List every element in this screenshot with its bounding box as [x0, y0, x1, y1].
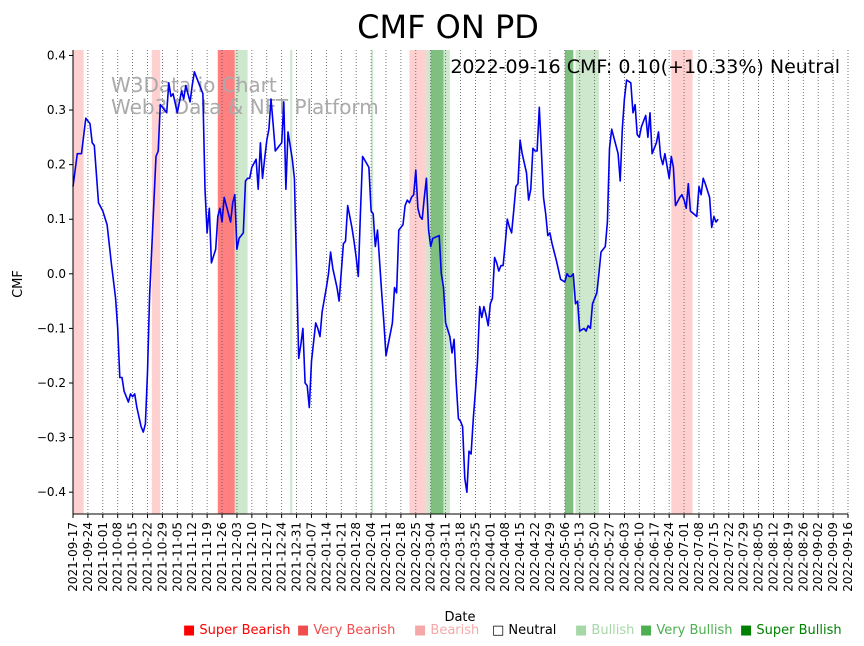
- x-tick-label-34: 2022-05-13: [573, 522, 587, 592]
- band-very-bullish-8: [430, 50, 444, 514]
- legend-item-very-bearish: ■ Very Bearish: [297, 623, 395, 638]
- x-tick-label-21: 2022-02-11: [379, 522, 393, 592]
- band-bullish-4: [290, 50, 293, 514]
- y-tick-label-0: −0.4: [37, 485, 66, 499]
- series-line-cmf: [72, 71, 719, 493]
- x-tick-label-20: 2022-02-04: [364, 522, 378, 592]
- x-tick-label-37: 2022-06-03: [617, 522, 631, 592]
- x-tick-label-33: 2022-05-06: [558, 522, 572, 592]
- x-tick-label-5: 2021-10-22: [141, 522, 155, 592]
- y-ticks: −0.4 −0.3 −0.2 −0.1 0.0 0.1 0.2 0.3 0.4: [37, 48, 73, 499]
- x-tick-label-32: 2022-04-29: [543, 522, 557, 592]
- latest-value-annotation: 2022-09-16 CMF: 0.10(+10.33%) Neutral: [450, 56, 840, 78]
- x-tick-label-50: 2022-09-02: [811, 522, 825, 592]
- y-tick-label-7: 0.3: [47, 103, 66, 117]
- x-tick-label-24: 2022-03-04: [424, 522, 438, 592]
- x-tick-label-9: 2021-11-19: [200, 522, 214, 592]
- band-bullish-11: [575, 50, 599, 514]
- y-tick-label-3: −0.1: [37, 321, 66, 335]
- x-tick-label-19: 2022-01-28: [349, 522, 363, 592]
- y-tick-label-4: 0.0: [47, 267, 66, 281]
- x-tick-label-35: 2022-05-20: [588, 522, 602, 592]
- vertical-gridlines: [72, 50, 849, 514]
- band-bearish-0: [73, 50, 84, 514]
- x-tick-label-42: 2022-07-08: [692, 522, 706, 592]
- x-tick-label-7: 2021-11-05: [170, 522, 184, 592]
- x-tick-label-30: 2022-04-15: [513, 522, 527, 592]
- x-tick-label-28: 2022-04-01: [483, 522, 497, 592]
- x-tick-label-52: 2022-09-16: [841, 522, 855, 592]
- x-tick-label-47: 2022-08-12: [767, 522, 781, 592]
- x-tick-label-8: 2021-11-12: [185, 522, 199, 592]
- x-tick-label-17: 2022-01-14: [319, 522, 333, 592]
- legend: ■ Super Bearish ■ Very Bearish ■ Bearish □ …: [183, 623, 842, 638]
- x-tick-label-22: 2022-02-18: [394, 522, 408, 592]
- legend-item-super-bearish: ■ Super Bearish: [183, 623, 291, 638]
- legend-item-neutral: □ Neutral: [492, 623, 556, 638]
- regime-bands: [73, 50, 693, 514]
- x-tick-label-38: 2022-06-10: [632, 522, 646, 592]
- y-tick-label-6: 0.2: [47, 158, 66, 172]
- chart-title: CMF ON PD: [357, 8, 539, 46]
- y-tick-label-1: −0.3: [37, 431, 66, 445]
- legend-item-bearish: ■ Bearish: [414, 623, 479, 638]
- x-tick-label-36: 2022-05-27: [603, 522, 617, 592]
- watermark-line-2: Web3 Data & NFT Platform: [111, 95, 379, 119]
- x-tick-label-15: 2021-12-31: [290, 522, 304, 592]
- x-tick-label-6: 2021-10-29: [155, 522, 169, 592]
- x-tick-label-45: 2022-07-29: [737, 522, 751, 592]
- band-bullish-3: [234, 50, 248, 514]
- x-tick-label-29: 2022-04-08: [498, 522, 512, 592]
- x-tick-label-26: 2022-03-18: [454, 522, 468, 592]
- x-tick-label-51: 2022-09-09: [826, 522, 840, 592]
- x-tick-label-13: 2021-12-17: [260, 522, 274, 592]
- x-tick-label-44: 2022-07-22: [722, 522, 736, 592]
- y-tick-label-2: −0.2: [37, 376, 66, 390]
- x-tick-label-1: 2021-09-24: [81, 522, 95, 592]
- x-tick-label-39: 2022-06-17: [647, 522, 661, 592]
- x-tick-label-48: 2022-08-19: [781, 522, 795, 592]
- band-bullish-7: [426, 50, 431, 514]
- band-bullish-9: [443, 50, 450, 514]
- legend-item-super-bullish: ■ Super Bullish: [740, 623, 842, 638]
- band-very-bearish-2: [217, 50, 235, 514]
- x-tick-label-16: 2022-01-07: [305, 522, 319, 592]
- band-very-bullish-10: [564, 50, 574, 514]
- y-tick-label-5: 0.1: [47, 212, 66, 226]
- x-tick-label-10: 2021-11-26: [215, 522, 229, 592]
- band-bearish-1: [151, 50, 161, 514]
- x-tick-label-40: 2022-06-24: [662, 522, 676, 592]
- cmf-series: [72, 71, 719, 493]
- x-tick-label-25: 2022-03-11: [439, 522, 453, 592]
- y-tick-label-8: 0.4: [47, 48, 66, 62]
- x-tick-label-0: 2021-09-17: [66, 522, 80, 592]
- band-bearish-12: [671, 50, 693, 514]
- x-tick-label-11: 2021-12-03: [230, 522, 244, 592]
- x-tick-label-31: 2022-04-22: [528, 522, 542, 592]
- band-bullish-5: [371, 50, 374, 514]
- x-tick-label-14: 2021-12-24: [275, 522, 289, 592]
- x-tick-label-27: 2022-03-25: [468, 522, 482, 592]
- x-tick-label-4: 2021-10-15: [126, 522, 140, 592]
- x-tick-label-43: 2022-07-15: [707, 522, 721, 592]
- x-tick-label-46: 2022-08-05: [752, 522, 766, 592]
- x-tick-label-12: 2021-12-10: [245, 522, 259, 592]
- x-tick-label-41: 2022-07-01: [677, 522, 691, 592]
- legend-item-very-bullish: ■ Very Bullish: [640, 623, 732, 638]
- x-tick-label-23: 2022-02-25: [409, 522, 423, 592]
- x-tick-label-2: 2021-10-01: [96, 522, 110, 592]
- x-ticks: 2021-09-17 2021-09-24 2021-10-01 2021-10-08…: [66, 514, 855, 592]
- x-axis-label: Date: [444, 610, 475, 625]
- x-tick-label-49: 2022-08-26: [796, 522, 810, 592]
- y-axis-label: CMF: [11, 270, 26, 298]
- band-bearish-6: [409, 50, 427, 514]
- x-tick-label-3: 2021-10-08: [111, 522, 125, 592]
- legend-item-bullish: ■ Bullish: [575, 623, 634, 638]
- x-tick-label-18: 2022-01-21: [334, 522, 348, 592]
